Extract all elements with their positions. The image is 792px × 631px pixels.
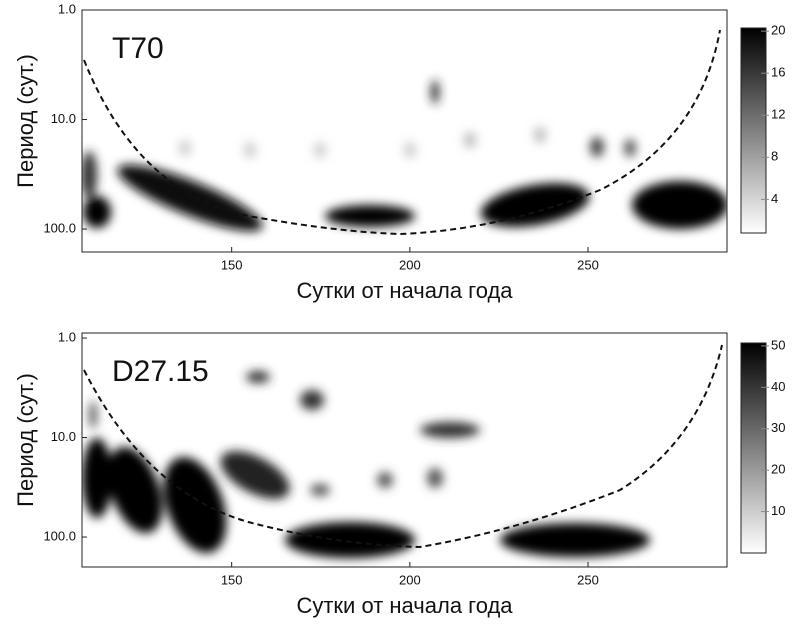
x-tick-label: 150 [221, 572, 243, 587]
colorbar-tick-label: 10 [771, 503, 785, 518]
y-axis-label: Период (сут.) [13, 373, 38, 507]
colorbar-tick-label: 16 [771, 65, 785, 80]
colorbar-tick-label: 50 [771, 337, 785, 352]
panel-label: D27.15 [112, 355, 209, 388]
x-tick-label: 250 [577, 257, 599, 272]
cone-of-influence [83, 29, 721, 236]
y-tick-label: 10.0 [51, 429, 76, 444]
x-axis-label: Сутки от начала года [296, 593, 513, 618]
y-tick-label: 10.0 [51, 111, 76, 126]
x-tick-label: 150 [221, 257, 243, 272]
colorbar-tick-label: 30 [771, 420, 785, 435]
colorbar-tick-label: 12 [771, 107, 785, 122]
plot-frame [81, 9, 728, 253]
panel-label: T70 [112, 32, 164, 65]
power-field [82, 371, 650, 558]
cone-of-influence [83, 344, 723, 549]
colorbar-tick-label: 40 [771, 379, 785, 394]
colorbar-tick-label: 8 [771, 149, 778, 164]
x-tick-label: 200 [399, 257, 421, 272]
y-tick-label: 100.0 [43, 220, 76, 235]
colorbar-tick-label: 4 [771, 191, 778, 206]
y-tick-label: 1.0 [58, 329, 76, 344]
x-axis-label: Сутки от начала года [296, 278, 513, 303]
y-tick-label: 100.0 [43, 528, 76, 543]
y-axis-label: Период (сут.) [13, 54, 38, 188]
plot-frame [81, 332, 728, 568]
power-field [82, 80, 727, 232]
colorbar [740, 27, 767, 234]
x-tick-label: 200 [399, 572, 421, 587]
x-tick-label: 250 [577, 572, 599, 587]
colorbar-tick-label: 20 [771, 462, 785, 477]
colorbar [740, 342, 767, 554]
colorbar-tick-label: 20 [771, 23, 785, 38]
y-tick-label: 1.0 [58, 1, 76, 16]
